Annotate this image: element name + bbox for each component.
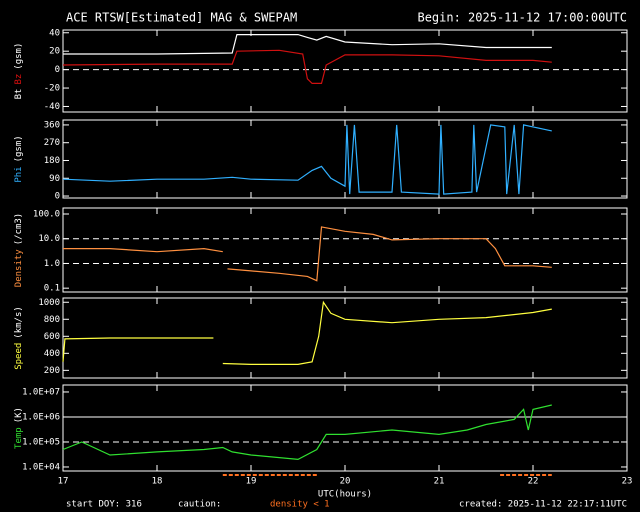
x-tick-label: 19 <box>246 477 257 487</box>
x-tick-label: 18 <box>152 477 163 487</box>
y-tick-label: 400 <box>44 349 60 359</box>
y-label-part: (gsm) <box>14 43 24 70</box>
y-label-part: (K) <box>14 407 24 423</box>
y-label-part: Bt <box>14 89 24 100</box>
data-line <box>63 226 552 282</box>
x-tick-label: 23 <box>622 477 633 487</box>
y-tick-label: -40 <box>44 102 60 112</box>
y-tick-label: 1.0E+06 <box>22 412 60 422</box>
y-tick-label: 600 <box>44 332 60 342</box>
y-axis-label: Bt Bz (gsm) <box>14 43 24 100</box>
chart-subtitle: Begin: 2025-11-12 17:00:00UTC <box>417 11 627 25</box>
y-tick-label: 10.0 <box>38 234 60 244</box>
density-note: density < 1 <box>270 500 330 510</box>
panel-frame <box>62 207 628 293</box>
y-tick-label: 100.0 <box>33 210 60 220</box>
y-tick-label: 0 <box>55 192 60 202</box>
y-label-part: Bz <box>14 74 24 85</box>
y-label-part: Temp <box>14 427 24 449</box>
x-axis-label: UTC(hours) <box>318 490 372 500</box>
data-line <box>62 124 552 195</box>
y-tick-label: 800 <box>44 315 60 325</box>
start-doy: start DOY: 316 <box>66 500 142 510</box>
y-axis-label: Speed (km/s) <box>14 306 24 370</box>
chart-title: ACE RTSW[Estimated] MAG & SWEPAM <box>66 11 297 25</box>
data-line <box>62 300 552 365</box>
y-tick-label: 20 <box>49 47 60 57</box>
y-tick-label: 1.0E+07 <box>22 387 60 397</box>
y-label-part: (km/s) <box>14 306 24 339</box>
data-line <box>62 404 552 461</box>
y-tick-label: 1.0 <box>44 259 60 269</box>
panel-frame <box>62 384 628 472</box>
y-tick-label: 40 <box>49 28 60 38</box>
y-tick-label: 0 <box>55 65 60 75</box>
data-line <box>63 34 552 55</box>
y-tick-label: 1.0E+05 <box>22 437 60 447</box>
y-tick-label: 1000 <box>38 298 60 308</box>
y-axis-label: Temp (K) <box>14 407 24 449</box>
y-label-part: Density <box>14 249 24 288</box>
x-tick-label: 17 <box>58 477 69 487</box>
y-axis-label: Density (/cm3) <box>14 213 24 287</box>
y-tick-label: 200 <box>44 366 60 376</box>
y-tick-label: -20 <box>44 84 60 94</box>
x-tick-label: 21 <box>434 477 445 487</box>
y-tick-label: 90 <box>49 174 60 184</box>
y-tick-label: 270 <box>44 138 60 148</box>
x-tick-label: 22 <box>528 477 539 487</box>
y-label-part: (gsm) <box>14 135 24 162</box>
y-tick-label: 180 <box>44 156 60 166</box>
y-label-part: (/cm3) <box>14 213 24 246</box>
y-axis-label: Phi (gsm) <box>14 135 24 182</box>
data-line <box>62 49 552 84</box>
caution-label: caution: <box>178 500 221 510</box>
y-label-part: Phi <box>14 166 24 182</box>
x-tick-label: 20 <box>340 477 351 487</box>
y-label-part: Speed <box>14 343 24 370</box>
y-tick-label: 1.0E+04 <box>22 462 60 472</box>
created-time: created: 2025-11-12 22:17:11UTC <box>459 500 627 510</box>
y-tick-label: 0.1 <box>44 284 60 294</box>
y-tick-label: 360 <box>44 120 60 130</box>
